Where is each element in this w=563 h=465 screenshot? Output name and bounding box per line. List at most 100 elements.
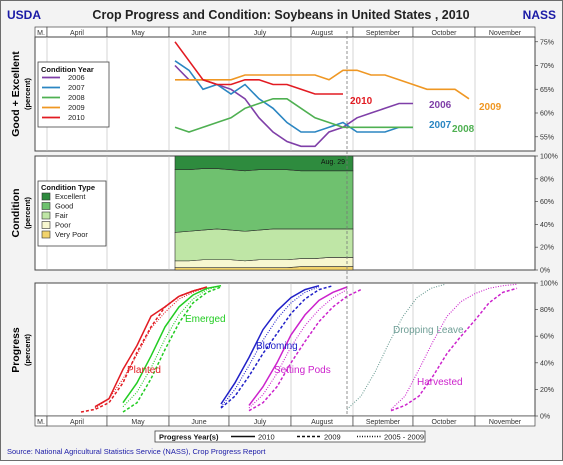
legend-swatch-3: [41, 221, 51, 229]
series-end-label-2006: 2006: [429, 100, 452, 111]
legend-label-4: Very Poor: [55, 230, 88, 239]
condition-yticks: 0% 20% 40% 60% 80% 100%: [535, 154, 558, 275]
good-excellent-ylabel: Good + Excellent: [10, 51, 22, 137]
month-bottom-label-4: July: [254, 419, 267, 426]
source-note: Source: National Agricultural Statistics…: [7, 447, 266, 456]
legend-box: [37, 61, 110, 128]
progress-line-emerged-y2009: [122, 286, 222, 413]
progress-line-harvested-y2009: [390, 287, 518, 412]
series-end-labels: 2010 2006 2009 2007 2008: [350, 96, 502, 135]
condition-band-excellent: [174, 155, 354, 172]
month-bottom-label-7: October: [432, 419, 458, 426]
month-bottom-label-8: November: [489, 419, 522, 426]
legend-swatch-4: [41, 230, 51, 239]
condition-type-legend: Condition TypeExcellentGoodFairPoorVery …: [37, 180, 107, 247]
ytick-label-5: 100%: [540, 281, 558, 288]
progress-line-emerged-avg: [122, 285, 222, 408]
legend-swatch-1: [41, 202, 51, 210]
series-end-label-2007: 2007: [429, 120, 452, 131]
condition-stacked-area: Aug. 29: [174, 155, 354, 271]
month-bottom-cell-8: [474, 415, 536, 427]
month-bottom-label-3: June: [191, 419, 206, 426]
stage-label-harvested: Harvested: [417, 377, 463, 388]
good-excellent-plot-area: [34, 36, 536, 152]
legend-title: Progress Year(s): [159, 433, 219, 442]
legend-label-2: Fair: [55, 211, 68, 220]
series-end-label-2010: 2010: [350, 96, 373, 107]
progress-month-dividers: [46, 283, 476, 416]
condition-band-fair: [174, 228, 354, 262]
usda-label: USDA: [7, 8, 41, 22]
progress-year-legend: Progress Year(s) 2010 2009 2005 - 2009: [154, 430, 426, 443]
progress-line-blooming-y2010: [220, 284, 320, 405]
ytick-label-0: 0%: [540, 414, 550, 421]
stage-label-planted: Planted: [127, 365, 161, 376]
ytick-label-1: 60%: [540, 111, 554, 118]
progress-ylabel: Progress: [10, 327, 22, 373]
good-excellent-yticks: 55% 60% 65% 70% 75%: [535, 39, 554, 141]
good-excellent-month-dividers: [46, 37, 476, 151]
month-top-label-2: May: [131, 30, 145, 37]
month-top-label-5: August: [311, 30, 333, 37]
legend-label-0: 2010: [258, 433, 275, 442]
month-top-label-1: April: [70, 30, 84, 37]
legend-box: [154, 430, 426, 443]
month-bottom-label-2: May: [131, 419, 145, 426]
condition-panel: Aug. 29 0% 20% 40% 60% 80% 100% Condition Typ…: [10, 154, 558, 275]
month-bottom-label-1: April: [70, 419, 84, 426]
month-top-label-7: October: [432, 30, 458, 37]
condition-band-good: [174, 168, 354, 233]
legend-label-2006: 2006: [68, 73, 85, 82]
ytick-label-0: 55%: [540, 134, 554, 141]
nass-label: NASS: [523, 8, 556, 22]
stage-label-dropping-leaves: Dropping Leave: [393, 325, 464, 336]
month-axis-top: M. April May June July August September October…: [34, 26, 536, 38]
progress-plot-area: [34, 282, 536, 417]
month-bottom-label-0: M.: [37, 419, 45, 426]
ytick-label-0: 0%: [540, 268, 550, 275]
progress-line-setting-pods-y2010: [248, 286, 348, 406]
month-top-label-3: June: [191, 30, 206, 37]
legend-label-2: 2005 - 2009: [384, 433, 424, 442]
legend-label-0: Excellent: [55, 192, 86, 201]
condition-year-series: [174, 41, 470, 148]
condition-ylabel: Condition: [10, 189, 22, 238]
condition-yunit: (percent): [23, 196, 32, 229]
stage-label-setting-pods: Setting Pods: [274, 365, 331, 376]
series-line-2007: [174, 60, 413, 133]
legend-swatch-0: [41, 192, 51, 201]
progress-line-emerged-y2010: [122, 284, 222, 404]
legend-swatch-2: [41, 211, 51, 220]
ytick-label-2: 40%: [540, 360, 554, 367]
series-line-2009: [175, 69, 470, 100]
month-top-label-0: M.: [37, 30, 45, 37]
stage-label-blooming: Blooming: [256, 341, 298, 352]
legend-label-2007: 2007: [68, 83, 85, 92]
month-top-label-6: September: [366, 30, 401, 37]
month-bottom-label-5: August: [311, 419, 333, 426]
legend-title: Condition Year: [41, 65, 94, 74]
series-line-2010: [174, 41, 343, 95]
good-excellent-yunit: (percent): [23, 77, 32, 110]
ytick-label-3: 70%: [540, 63, 554, 70]
progress-panel: 0% 20% 40% 60% 80% 100% Planted Emerged Bloomin…: [10, 281, 558, 421]
ytick-label-1: 20%: [540, 245, 554, 252]
stage-label-emerged: Emerged: [185, 314, 226, 325]
progress-line-planted-y2010: [94, 286, 208, 408]
chart-title: Crop Progress and Condition: Soybeans in…: [92, 8, 469, 22]
progress-line-setting-pods-y2009: [248, 288, 362, 412]
progress-line-setting-pods-avg: [248, 289, 348, 409]
month-axis-bottom: M. April May June July August September October…: [34, 415, 536, 427]
progress-line-blooming-y2009: [220, 284, 334, 409]
month-top-label-8: November: [489, 30, 522, 37]
ytick-label-1: 20%: [540, 387, 554, 394]
series-end-label-2009: 2009: [479, 102, 502, 113]
progress-yunit: (percent): [23, 333, 32, 366]
series-end-label-2008: 2008: [452, 124, 475, 135]
legend-label-3: Poor: [55, 221, 71, 230]
legend-label-2009: 2009: [68, 103, 85, 112]
